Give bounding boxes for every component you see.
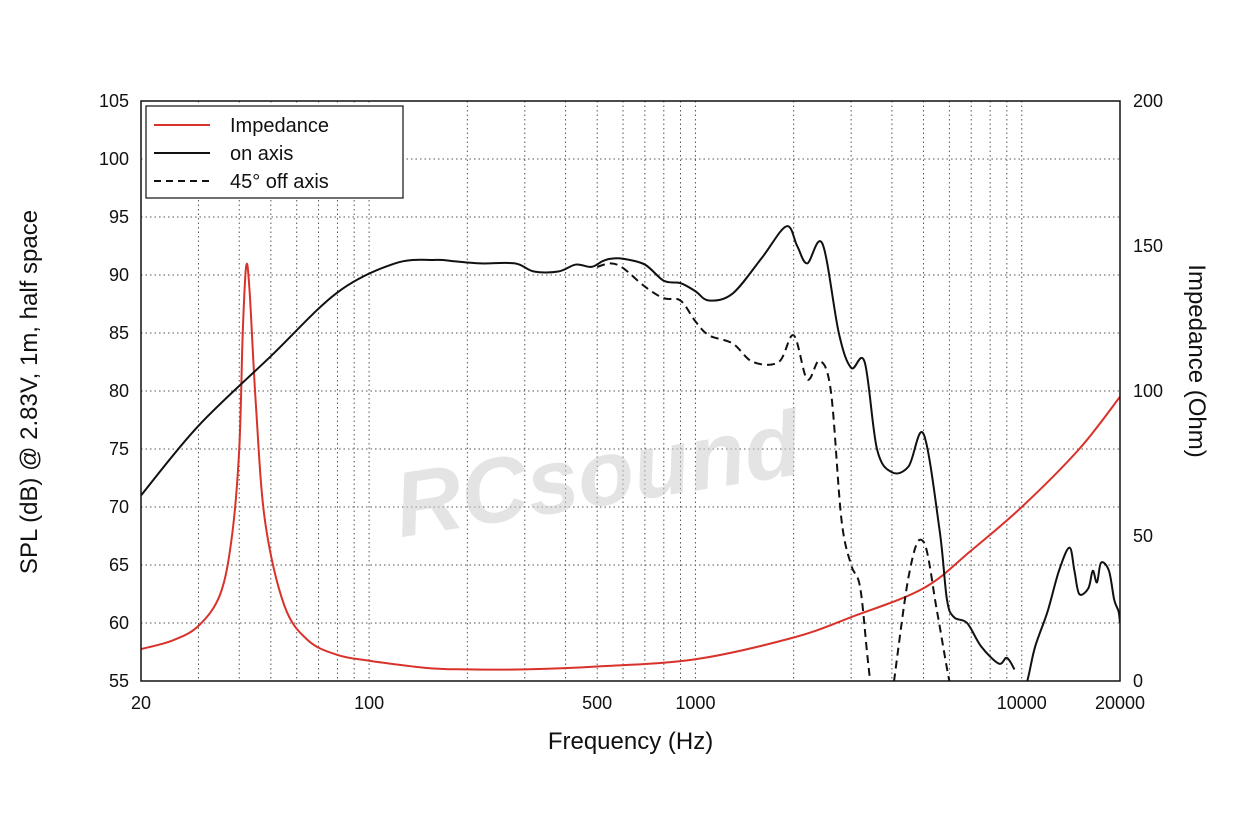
- series-on-axis-hf-tail: [1026, 546, 1120, 681]
- watermark-logo: RCsound: [388, 392, 810, 557]
- y2-tick-label: 50: [1133, 526, 1153, 546]
- legend-label-off-axis: 45° off axis: [230, 171, 329, 193]
- y-tick-label: 60: [109, 613, 129, 633]
- x-tick-label: 10000: [997, 693, 1047, 713]
- x-tick-label: 500: [582, 693, 612, 713]
- x-tick-label: 100: [354, 693, 384, 713]
- y2-tick-label: 150: [1133, 236, 1163, 256]
- y-tick-label: 65: [109, 555, 129, 575]
- series-layer: [141, 225, 1120, 681]
- series-45-off-axis: [596, 262, 951, 681]
- x-tick-label: 1000: [675, 693, 715, 713]
- x-tick-label: 20000: [1095, 693, 1145, 713]
- x-tick-label: 20: [131, 693, 151, 713]
- y-tick-label: 105: [99, 91, 129, 111]
- y-axis-title: SPL (dB) @ 2.83V, 1m, half space: [16, 210, 43, 574]
- y2-axis-title: Impedance (Ohm): [1183, 264, 1210, 457]
- y-tick-label: 85: [109, 323, 129, 343]
- series-on-axis: [141, 225, 1016, 670]
- y-tick-label: 80: [109, 381, 129, 401]
- y2-tick-label: 100: [1133, 381, 1163, 401]
- y-tick-label: 55: [109, 671, 129, 691]
- legend: Impedance on axis 45° off axis: [145, 105, 404, 199]
- y-tick-label: 100: [99, 149, 129, 169]
- legend-label-on-axis: on axis: [230, 143, 293, 165]
- y-tick-label: 95: [109, 207, 129, 227]
- y-tick-label: 90: [109, 265, 129, 285]
- x-axis-title: Frequency (Hz): [548, 728, 713, 755]
- legend-label-impedance: Impedance: [230, 115, 329, 137]
- y2-tick-label: 200: [1133, 91, 1163, 111]
- y-tick-label: 75: [109, 439, 129, 459]
- y2-tick-label: 0: [1133, 671, 1143, 691]
- plot-frame: [140, 100, 1121, 682]
- y-tick-label: 70: [109, 497, 129, 517]
- tick-labels: 20 100 500 1000 10000 20000556065707580859095…: [99, 91, 1163, 713]
